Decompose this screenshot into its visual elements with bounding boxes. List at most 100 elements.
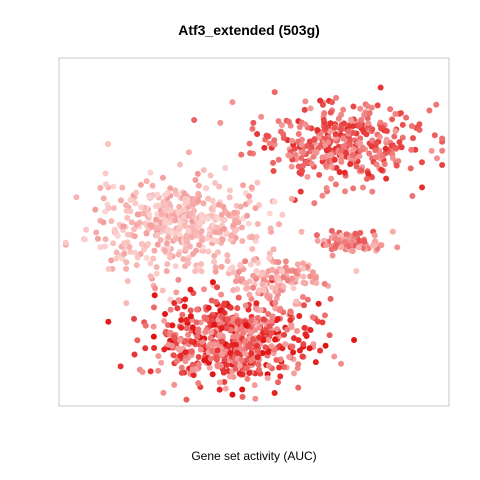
data-point <box>100 219 107 226</box>
data-point <box>327 120 334 127</box>
data-point <box>159 174 166 181</box>
data-point <box>273 326 280 333</box>
data-point <box>124 231 131 238</box>
data-point <box>357 140 364 147</box>
data-point <box>158 359 165 366</box>
data-point <box>192 268 199 275</box>
data-point <box>287 267 294 274</box>
data-point <box>268 343 275 350</box>
data-point <box>265 310 272 317</box>
data-point <box>130 226 137 233</box>
data-point <box>361 238 368 245</box>
data-point <box>275 156 282 163</box>
data-point <box>178 369 185 376</box>
data-point <box>276 364 283 371</box>
data-point <box>147 273 154 280</box>
data-point <box>268 274 275 281</box>
data-point <box>323 124 330 131</box>
data-point <box>251 382 258 389</box>
data-point <box>237 203 244 210</box>
data-point <box>393 162 400 169</box>
data-point <box>307 105 314 112</box>
data-point <box>147 260 154 267</box>
data-point <box>176 231 183 238</box>
data-point <box>183 238 190 245</box>
data-point <box>230 269 237 276</box>
data-point <box>216 331 223 338</box>
data-point <box>182 349 189 356</box>
data-point <box>147 222 154 229</box>
data-point <box>130 315 137 322</box>
data-point <box>225 343 232 350</box>
data-point <box>182 358 189 365</box>
data-point <box>266 323 273 330</box>
data-point <box>340 135 347 142</box>
data-point <box>275 118 282 125</box>
data-point <box>327 128 334 135</box>
data-point <box>322 162 329 169</box>
data-point <box>265 362 272 369</box>
data-point <box>179 311 186 318</box>
data-point <box>304 296 311 303</box>
data-point <box>187 313 194 320</box>
data-point <box>295 163 302 170</box>
data-point <box>133 189 140 196</box>
data-point <box>320 116 327 123</box>
data-point <box>93 229 100 236</box>
data-point <box>294 328 301 335</box>
data-point <box>124 278 131 285</box>
data-point <box>319 192 326 199</box>
data-point <box>259 271 266 278</box>
data-point <box>308 143 315 150</box>
data-point <box>138 204 145 211</box>
data-point <box>302 98 309 105</box>
data-point <box>246 140 253 147</box>
data-point <box>221 378 228 385</box>
data-point <box>216 183 223 190</box>
data-point <box>266 250 273 257</box>
data-point <box>117 363 124 370</box>
data-point <box>108 257 115 264</box>
data-point <box>382 145 389 152</box>
data-point <box>155 202 162 209</box>
data-point <box>273 356 280 363</box>
data-point <box>244 284 251 291</box>
data-point <box>262 327 269 334</box>
data-point <box>143 255 150 262</box>
data-point <box>182 296 189 303</box>
data-point <box>175 297 182 304</box>
data-point <box>208 205 215 212</box>
data-point <box>341 169 348 176</box>
data-point <box>268 284 275 291</box>
data-point <box>332 131 339 138</box>
data-point <box>243 280 250 287</box>
data-point <box>317 97 324 104</box>
data-point <box>253 233 260 240</box>
data-point <box>232 365 239 372</box>
data-point <box>190 200 197 207</box>
data-point <box>249 125 256 132</box>
data-point <box>288 321 295 328</box>
data-point <box>207 355 214 362</box>
data-point <box>300 260 307 267</box>
data-point <box>280 283 287 290</box>
data-point <box>279 211 286 218</box>
data-point <box>188 234 195 241</box>
data-point <box>341 239 348 246</box>
data-point <box>97 184 104 191</box>
data-point <box>221 217 228 224</box>
data-point <box>419 184 426 191</box>
data-point <box>182 337 189 344</box>
data-point <box>196 219 203 226</box>
data-point <box>350 103 357 110</box>
data-point <box>245 220 252 227</box>
data-point <box>154 241 161 248</box>
data-point <box>223 325 230 332</box>
data-point <box>226 194 233 201</box>
data-point <box>211 252 218 259</box>
data-point <box>358 116 365 123</box>
data-point <box>357 105 364 112</box>
data-point <box>127 197 134 204</box>
data-point <box>239 276 246 283</box>
data-point <box>364 103 371 110</box>
